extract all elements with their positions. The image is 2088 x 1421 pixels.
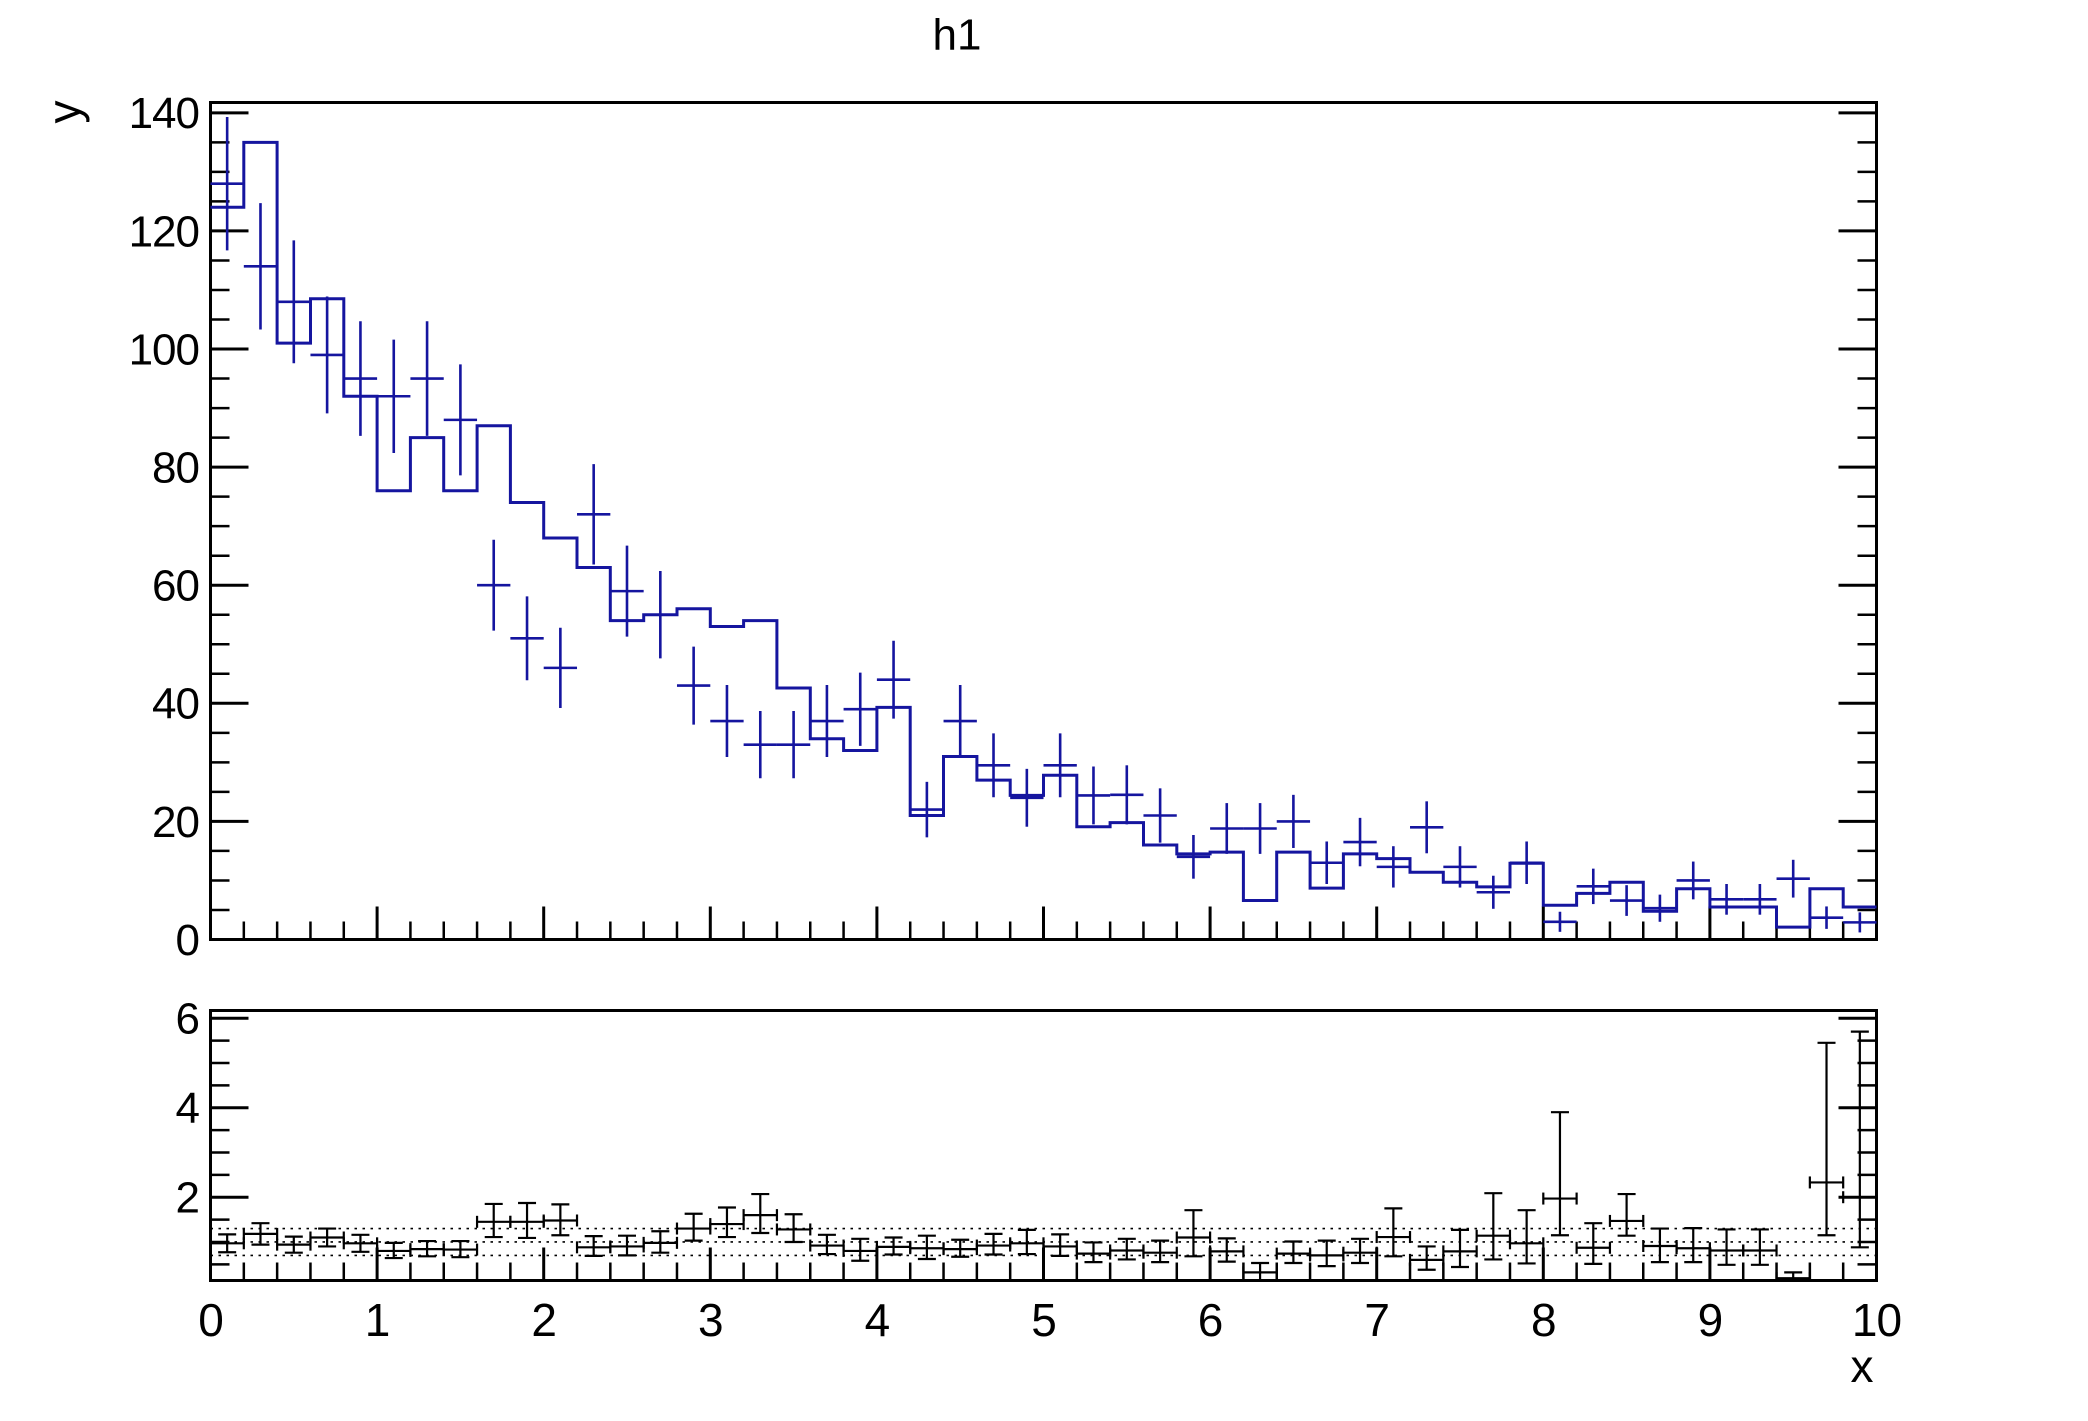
main-y-tick-label: 80	[152, 444, 199, 493]
x-tick-label: 5	[1031, 1294, 1056, 1346]
ratio-x-axis: 0 1 2 3 4 5 6 7 8 9 10	[198, 1247, 1902, 1346]
ratio-y-tick-label: 2	[176, 1174, 199, 1223]
main-y-tick-label: 120	[129, 207, 199, 256]
x-tick-label: 10	[1852, 1294, 1901, 1346]
main-y-axis: 0 20 40 60 80 100 120 140	[129, 89, 1877, 965]
main-frame	[209, 101, 1878, 941]
x-tick-label: 1	[365, 1294, 390, 1346]
main-y-tick-label: 140	[129, 89, 199, 138]
x-tick-label: 8	[1531, 1294, 1556, 1346]
histogram-step-line	[210, 140, 1877, 929]
x-tick-label: 6	[1198, 1294, 1223, 1346]
main-y-tick-label: 0	[176, 916, 199, 965]
ratio-points	[210, 1030, 1877, 1281]
main-y-tick-label: 100	[129, 325, 199, 374]
data-points	[210, 116, 1877, 933]
x-tick-label: 7	[1364, 1294, 1389, 1346]
main-x-axis	[209, 906, 1878, 940]
main-y-tick-label: 60	[152, 562, 199, 611]
main-y-tick-label: 20	[152, 798, 199, 847]
ratio-y-tick-label: 4	[176, 1084, 200, 1133]
x-tick-label: 9	[1698, 1294, 1723, 1346]
y-axis-title: y	[38, 101, 90, 124]
x-tick-label: 0	[198, 1294, 223, 1346]
x-tick-label: 2	[531, 1294, 556, 1346]
x-axis-title: x	[1851, 1340, 1874, 1392]
x-tick-label: 4	[865, 1294, 890, 1346]
panel-frames	[209, 101, 1878, 1282]
x-tick-label: 3	[698, 1294, 723, 1346]
chart-title: h1	[933, 10, 982, 59]
ratio-y-axis: 2 4 6	[176, 995, 1877, 1266]
main-y-tick-label: 40	[152, 680, 199, 729]
histogram-line	[210, 140, 1877, 929]
ratio-y-tick-label: 6	[176, 995, 199, 1044]
